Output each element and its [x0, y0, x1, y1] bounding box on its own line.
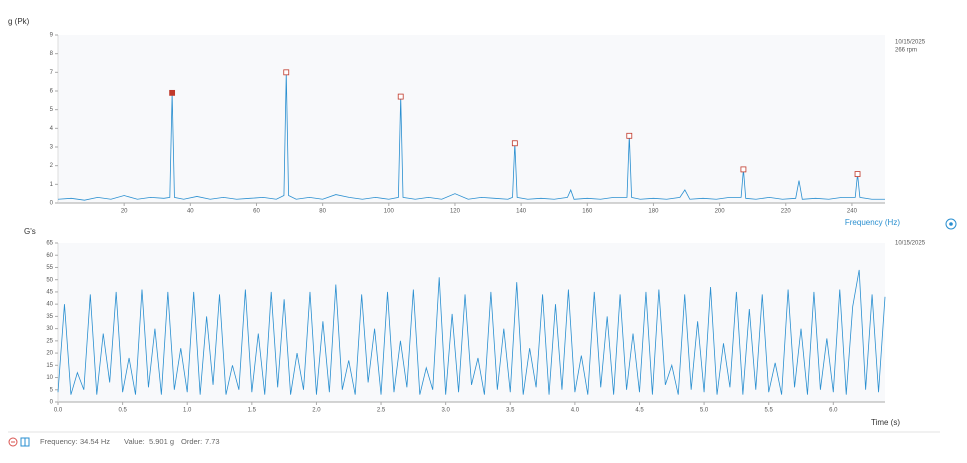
expand-icon-dot	[949, 222, 953, 226]
y-tick-label: 15	[46, 363, 53, 369]
y-tick-label: 50	[46, 277, 53, 283]
peak-marker	[854, 171, 861, 177]
x-tick-label: 120	[450, 209, 461, 215]
y-axis-title: g (Pk)	[8, 17, 30, 26]
data-line	[57, 269, 886, 395]
x-tick-label: 40	[187, 209, 194, 215]
expand-icon[interactable]	[945, 218, 957, 230]
x-tick-label: 1.0	[183, 408, 192, 414]
x-tick-label: 240	[847, 209, 858, 215]
remove-icon[interactable]	[8, 437, 18, 447]
x-tick-label: 4.5	[635, 408, 644, 414]
peak-marker	[169, 89, 176, 96]
y-tick-label: 5	[50, 107, 54, 113]
y-tick-label: 7	[50, 70, 54, 76]
x-tick-label: 0.0	[54, 408, 63, 414]
y-tick-label: 9	[50, 33, 54, 39]
x-tick-label: 220	[781, 209, 792, 215]
y-tick-label: 10	[46, 375, 53, 381]
x-tick-label: 180	[648, 209, 659, 215]
plot-area	[58, 243, 885, 402]
y-tick-label: 8	[50, 51, 54, 57]
y-tick-label: 60	[46, 253, 53, 259]
y-tick-label: 1	[50, 182, 54, 188]
x-tick-label: 5.5	[765, 408, 774, 414]
rpm: 266 rpm	[895, 48, 917, 54]
x-tick-label: 2.5	[377, 408, 386, 414]
x-tick-label: 3.5	[506, 408, 515, 414]
y-tick-label: 0	[50, 400, 54, 406]
plot-area	[58, 35, 885, 203]
y-tick-label: 5	[50, 387, 54, 393]
x-tick-label: 4.0	[571, 408, 580, 414]
y-tick-label: 30	[46, 326, 53, 332]
y-tick-label: 25	[46, 338, 53, 344]
date: 10/15/2025	[895, 40, 926, 46]
x-tick-label: 2.0	[312, 408, 321, 414]
y-tick-label: 40	[46, 302, 53, 308]
peak-marker	[626, 132, 633, 139]
y-tick-label: 55	[46, 265, 53, 271]
x-tick-label: 6.0	[829, 408, 838, 414]
x-axis-title: Frequency (Hz)	[845, 218, 900, 227]
status-value-label: Value:	[124, 437, 145, 446]
y-tick-label: 6	[50, 89, 54, 95]
y-tick-label: 2	[50, 163, 54, 169]
y-axis-title: G's	[24, 227, 36, 236]
y-tick-label: 3	[50, 145, 54, 151]
y-tick-label: 20	[46, 351, 53, 357]
y-tick-label: 0	[50, 201, 54, 207]
peak-marker	[511, 140, 518, 147]
x-tick-label: 100	[384, 209, 395, 215]
x-axis-title: Time (s)	[871, 418, 900, 427]
peak-marker	[397, 93, 404, 100]
x-tick-label: 60	[253, 209, 260, 215]
x-tick-label: 80	[319, 209, 326, 215]
x-tick-label: 20	[121, 209, 128, 215]
data-line	[57, 72, 885, 201]
status-order-label: Order:	[181, 437, 202, 446]
peak-marker	[283, 69, 290, 76]
y-tick-label: 35	[46, 314, 53, 320]
y-tick-label: 65	[46, 241, 53, 247]
status-frequency: 34.54 Hz	[80, 437, 110, 446]
peak-marker	[740, 166, 747, 173]
y-tick-label: 45	[46, 290, 53, 296]
x-tick-label: 200	[715, 209, 726, 215]
x-tick-label: 0.5	[118, 408, 127, 414]
x-tick-label: 5.0	[700, 408, 709, 414]
y-tick-label: 4	[50, 126, 54, 132]
x-tick-label: 160	[582, 209, 593, 215]
date: 10/15/2025	[895, 241, 926, 247]
x-tick-label: 1.5	[248, 408, 257, 414]
status-order: 7.73	[205, 437, 220, 446]
x-tick-label: 140	[516, 209, 527, 215]
status-frequency-label: Frequency:	[40, 437, 78, 446]
x-tick-label: 3.0	[441, 408, 450, 414]
status-value: 5.901 g	[149, 437, 174, 446]
